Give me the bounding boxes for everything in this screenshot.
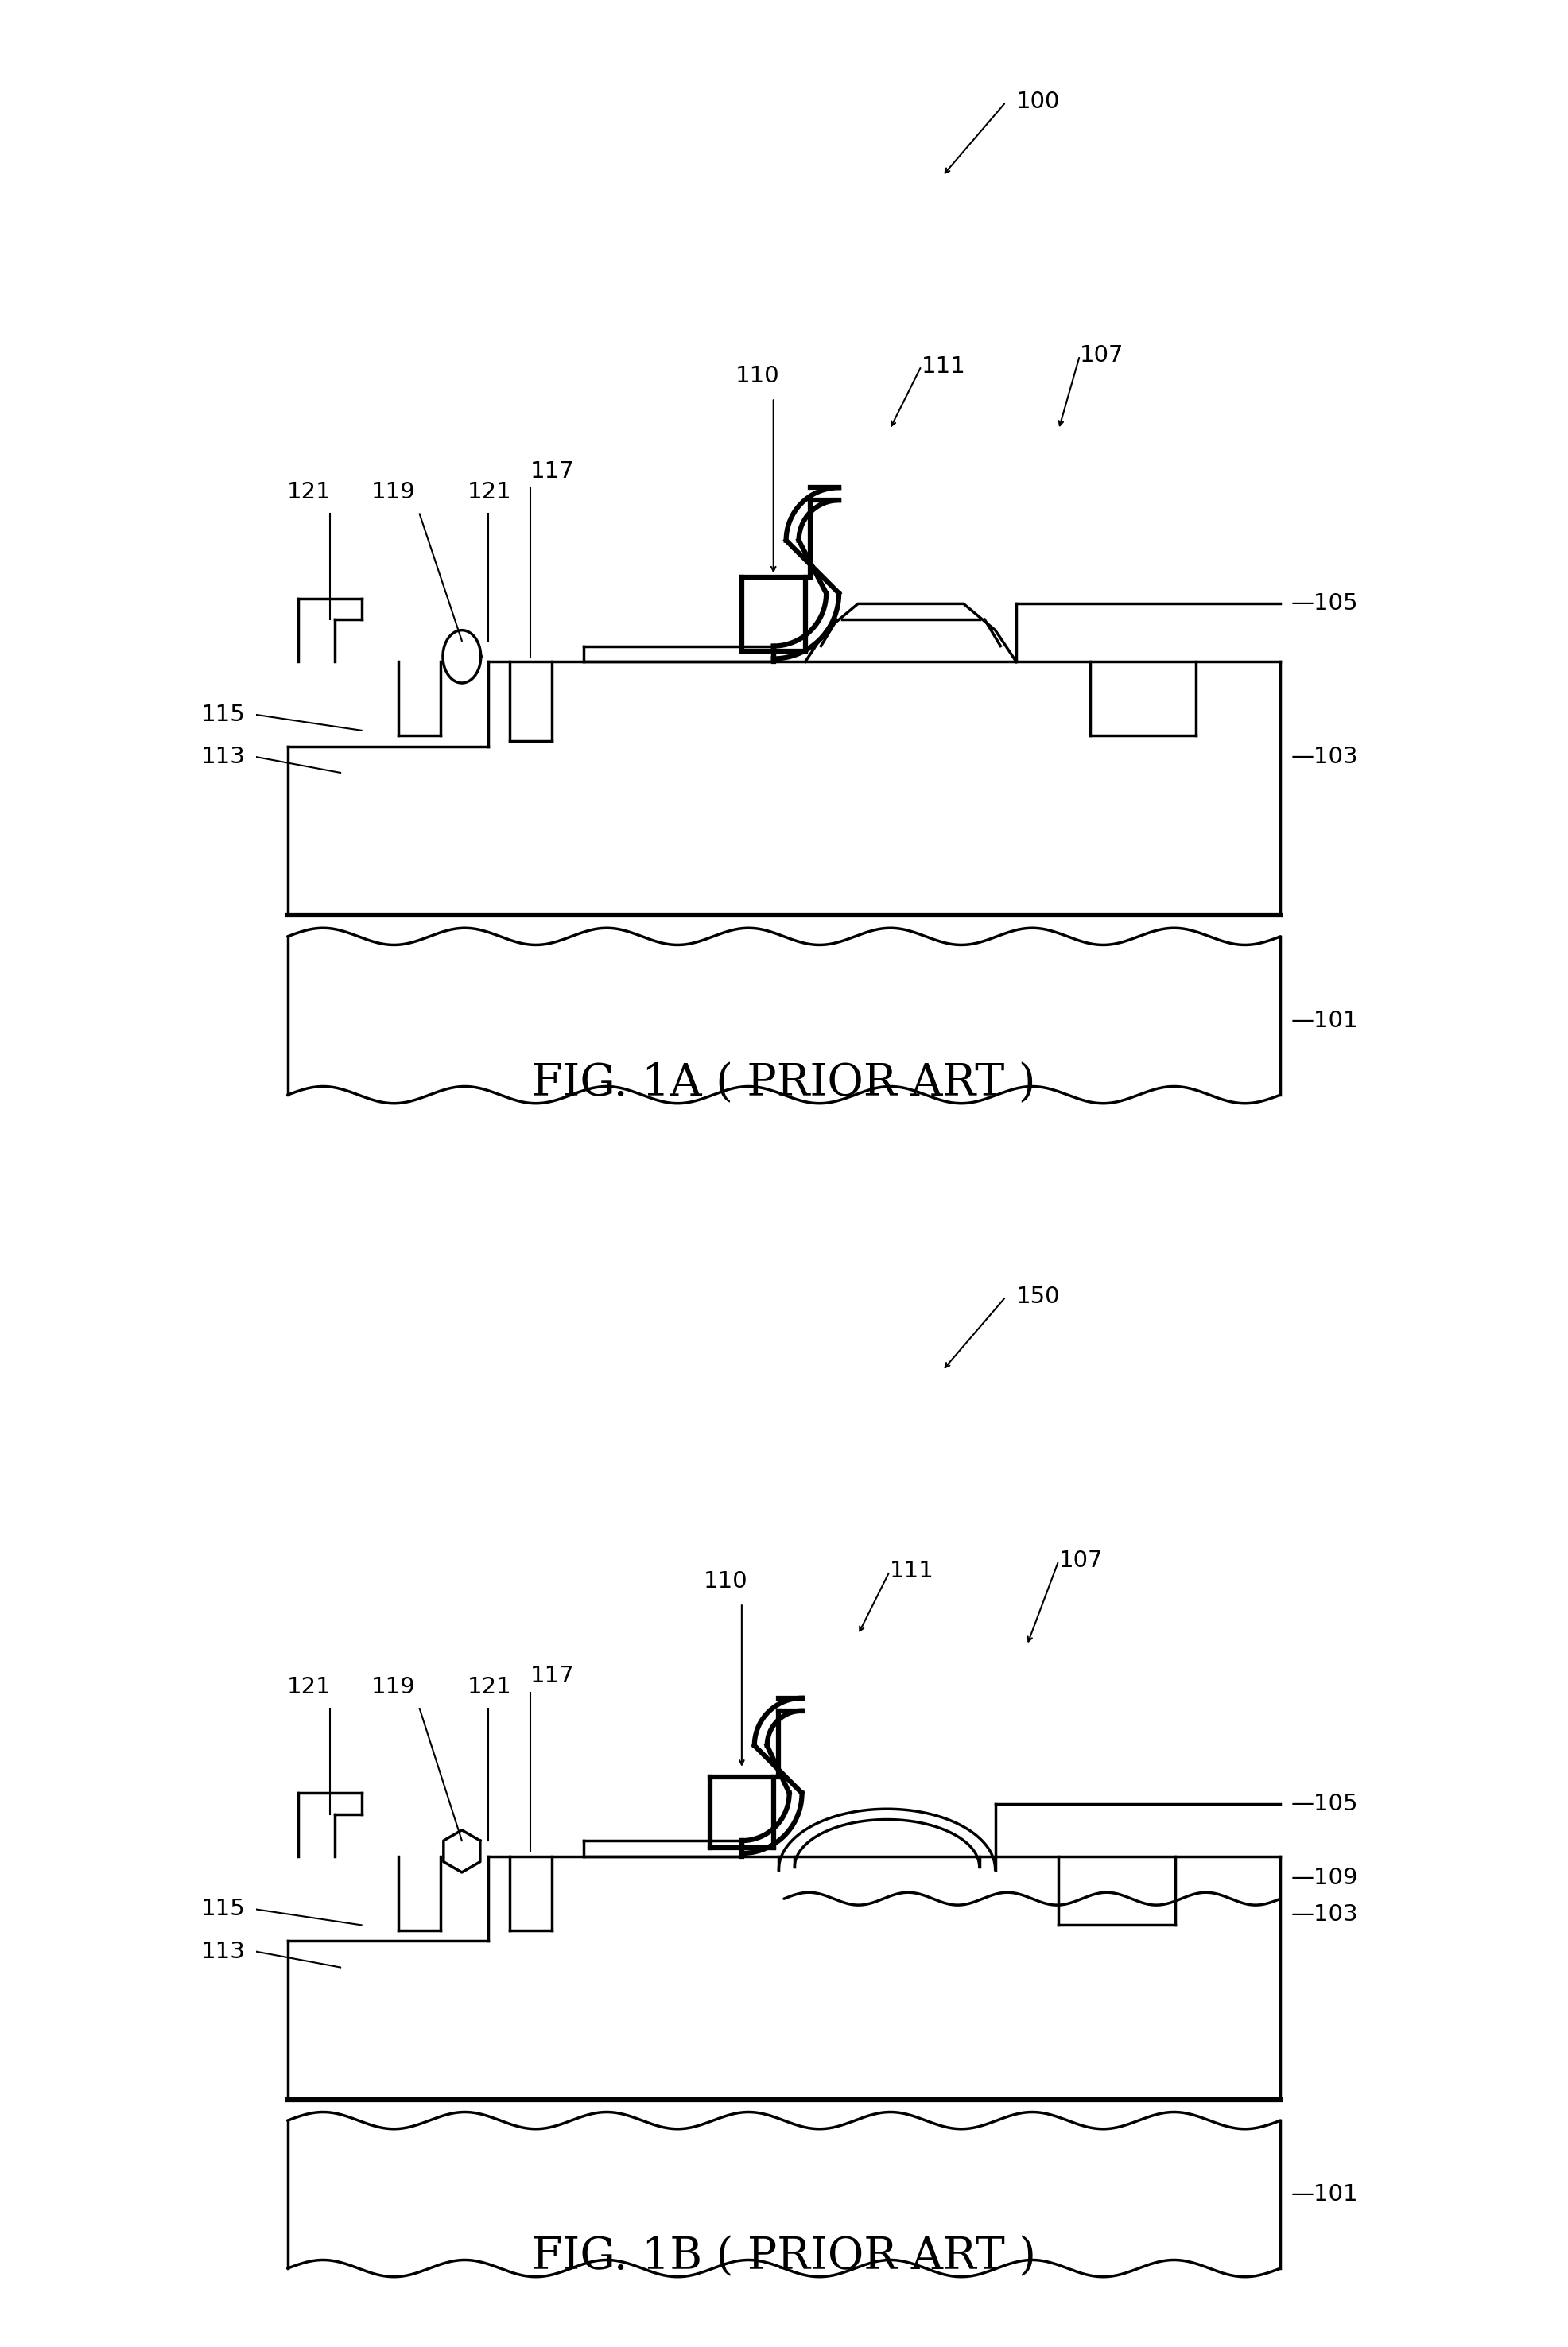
Text: 121: 121: [467, 481, 511, 502]
Text: 119: 119: [372, 481, 416, 502]
Text: 117: 117: [530, 460, 575, 483]
Text: 121: 121: [287, 481, 331, 502]
Text: —105: —105: [1290, 1793, 1358, 1814]
Text: 117: 117: [530, 1666, 575, 1687]
Text: 121: 121: [467, 1676, 511, 1699]
Text: 100: 100: [1016, 92, 1060, 113]
Text: FIG. 1A ( PRIOR ART ): FIG. 1A ( PRIOR ART ): [532, 1061, 1036, 1105]
Text: 150: 150: [1016, 1286, 1060, 1307]
Text: —103: —103: [1290, 746, 1358, 767]
Text: 119: 119: [372, 1676, 416, 1699]
Text: 110: 110: [735, 366, 779, 387]
Text: 111: 111: [889, 1561, 935, 1582]
Text: FIG. 1B ( PRIOR ART ): FIG. 1B ( PRIOR ART ): [532, 2234, 1036, 2279]
Text: 115: 115: [201, 704, 245, 725]
Text: 115: 115: [201, 1899, 245, 1920]
Text: 111: 111: [922, 354, 966, 378]
Text: 113: 113: [201, 746, 245, 767]
Text: —105: —105: [1290, 594, 1358, 615]
Text: —101: —101: [1290, 1009, 1358, 1033]
Text: 107: 107: [1058, 1549, 1102, 1572]
Text: —101: —101: [1290, 2183, 1358, 2206]
Text: 110: 110: [704, 1570, 748, 1591]
Text: —109: —109: [1290, 1866, 1358, 1889]
Text: 107: 107: [1080, 345, 1124, 366]
Text: 121: 121: [287, 1676, 331, 1699]
Text: 113: 113: [201, 1941, 245, 1962]
Text: —103: —103: [1290, 1903, 1358, 1925]
